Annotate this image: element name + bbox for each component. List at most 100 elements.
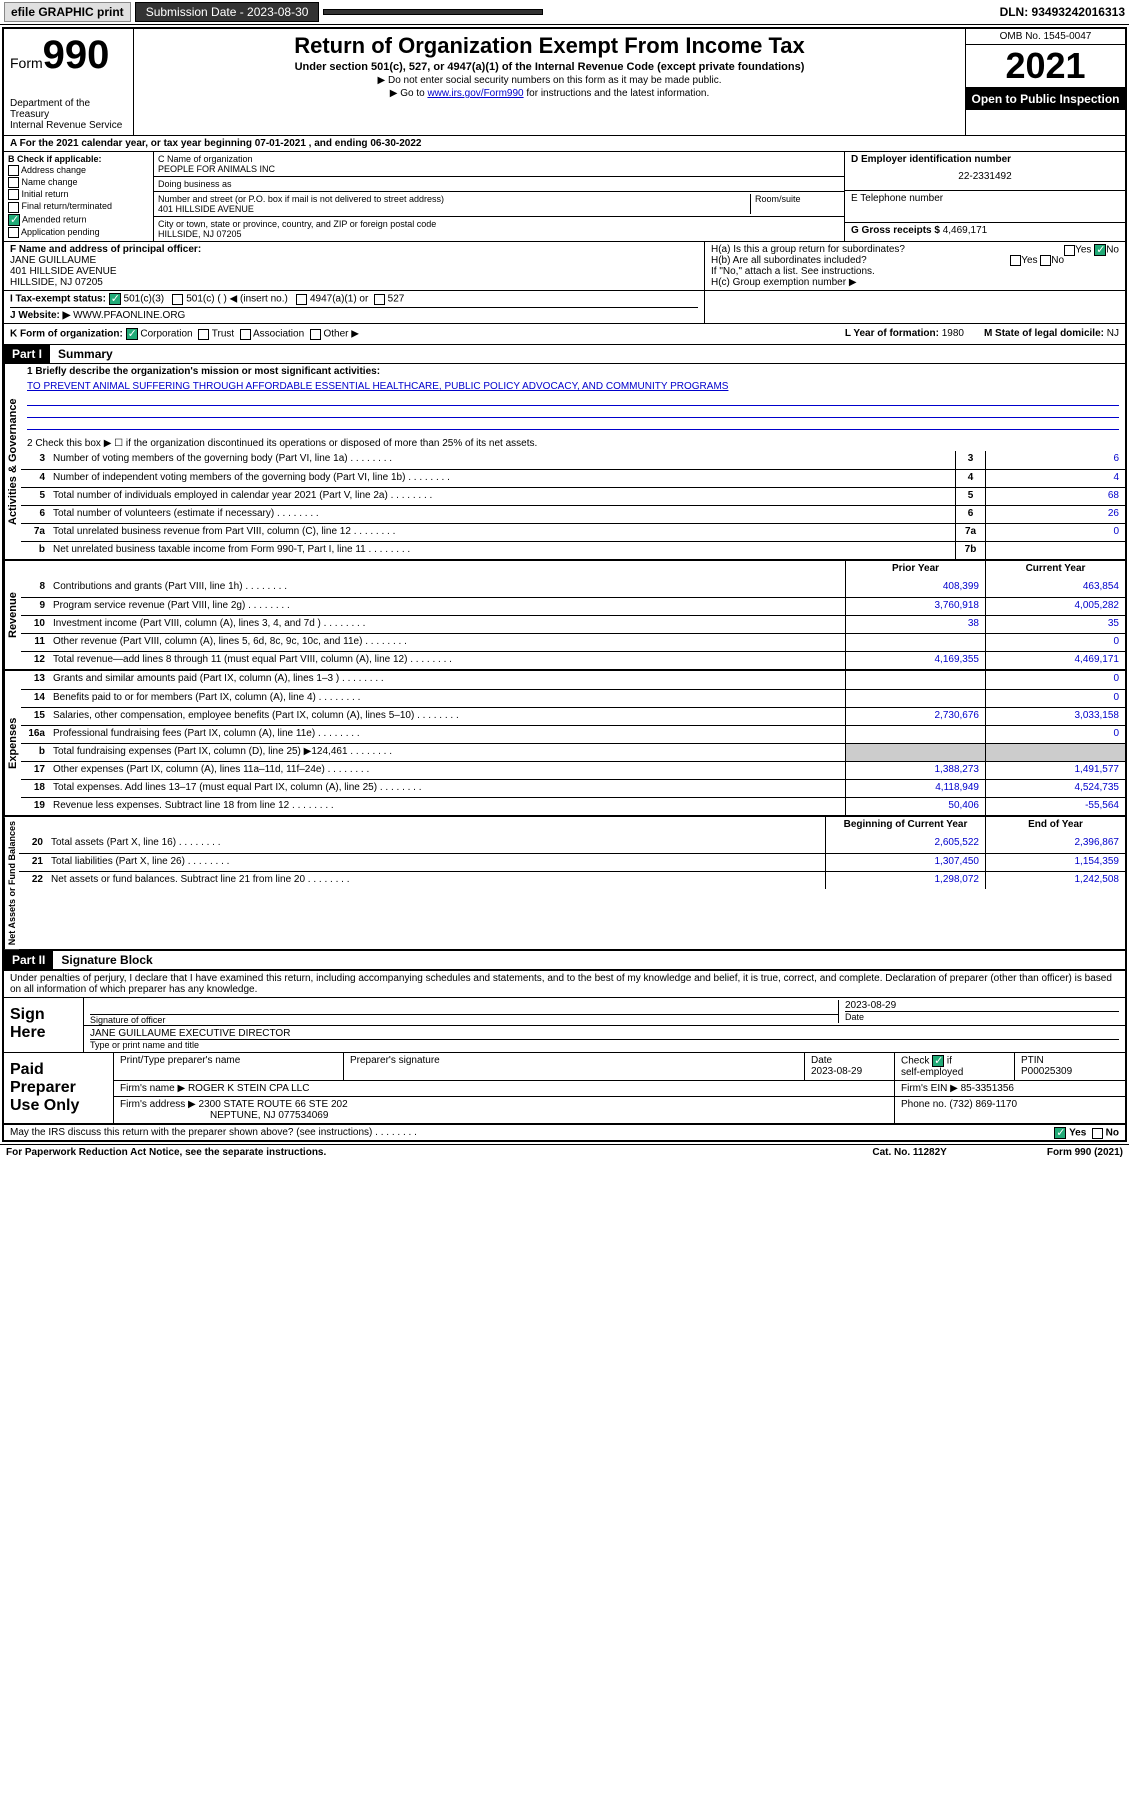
footer-mid: Cat. No. 11282Y xyxy=(872,1147,946,1158)
form-subtitle: Under section 501(c), 527, or 4947(a)(1)… xyxy=(140,61,959,73)
chk-address-change[interactable]: Address change xyxy=(8,165,149,176)
col-d-ein: D Employer identification number 22-2331… xyxy=(845,152,1125,241)
sig-date-label: Date xyxy=(845,1011,1119,1022)
k-label: K Form of organization: xyxy=(10,329,123,340)
j-website: J Website: ▶ WWW.PFAONLINE.ORG xyxy=(10,307,698,321)
f-name: JANE GUILLAUME xyxy=(10,255,698,266)
summary-line: 21Total liabilities (Part X, line 26)1,3… xyxy=(19,853,1125,871)
part1-header-row: Part I Summary xyxy=(4,345,1125,364)
irs-label: Internal Revenue Service xyxy=(10,120,127,131)
c-name-label: C Name of organization xyxy=(158,154,840,164)
prep-sig-label: Preparer's signature xyxy=(344,1053,805,1080)
summary-line: bTotal fundraising expenses (Part IX, co… xyxy=(21,743,1125,761)
summary-line: 9Program service revenue (Part VIII, lin… xyxy=(21,597,1125,615)
summary-line: 15Salaries, other compensation, employee… xyxy=(21,707,1125,725)
form-title: Return of Organization Exempt From Incom… xyxy=(140,33,959,59)
summary-line: 6Total number of volunteers (estimate if… xyxy=(21,505,1125,523)
vlabel-revenue: Revenue xyxy=(4,561,21,669)
summary-line: 18Total expenses. Add lines 13–17 (must … xyxy=(21,779,1125,797)
c-city-value: HILLSIDE, NJ 07205 xyxy=(158,229,840,239)
sig-officer-label: Signature of officer xyxy=(90,1014,838,1025)
row-a-tax-year: A For the 2021 calendar year, or tax yea… xyxy=(4,136,1125,152)
summary-line: 5Total number of individuals employed in… xyxy=(21,487,1125,505)
vlabel-expenses: Expenses xyxy=(4,671,21,815)
submission-date-btn[interactable]: Submission Date - 2023-08-30 xyxy=(135,2,320,22)
c-room-label: Room/suite xyxy=(750,194,840,214)
blueline xyxy=(27,406,1119,418)
end-year-hdr: End of Year xyxy=(985,817,1125,835)
prep-name-label: Print/Type preparer's name xyxy=(114,1053,344,1080)
note-goto: ▶ Go to www.irs.gov/Form990 for instruct… xyxy=(140,88,959,99)
f-street: 401 HILLSIDE AVENUE xyxy=(10,266,698,277)
e-phone-label: E Telephone number xyxy=(851,193,1119,204)
section-bcd: B Check if applicable: Address change Na… xyxy=(4,152,1125,242)
part2-badge: Part II xyxy=(4,951,53,969)
part1-title: Summary xyxy=(50,347,113,361)
l-year: L Year of formation: 1980 xyxy=(845,328,964,340)
page-footer: For Paperwork Reduction Act Notice, see … xyxy=(0,1144,1129,1160)
dln-label: DLN: 93493242016313 xyxy=(1000,5,1125,19)
note-ssn: ▶ Do not enter social security numbers o… xyxy=(140,75,959,86)
firm-ein: Firm's EIN ▶ 85-3351356 xyxy=(895,1081,1125,1096)
chk-amended-return[interactable]: Amended return xyxy=(8,214,149,226)
summary-line: 22Net assets or fund balances. Subtract … xyxy=(19,871,1125,889)
dept-label: Department of the Treasury xyxy=(10,98,127,120)
summary-line: 20Total assets (Part X, line 16)2,605,52… xyxy=(19,835,1125,853)
irs-link[interactable]: www.irs.gov/Form990 xyxy=(427,88,523,99)
ha-row: H(a) Is this a group return for subordin… xyxy=(711,244,1119,255)
begin-year-hdr: Beginning of Current Year xyxy=(825,817,985,835)
summary-line: 3Number of voting members of the governi… xyxy=(21,451,1125,469)
curr-year-hdr: Current Year xyxy=(985,561,1125,579)
row-k: K Form of organization: Corporation Trus… xyxy=(4,324,1125,345)
c-name-value: PEOPLE FOR ANIMALS INC xyxy=(158,164,840,174)
line2: 2 Check this box ▶ ☐ if the organization… xyxy=(21,436,1125,451)
paid-preparer-label: Paid Preparer Use Only xyxy=(4,1053,114,1123)
summary-line: 12Total revenue—add lines 8 through 11 (… xyxy=(21,651,1125,669)
form-990-page: Form990 Department of the Treasury Inter… xyxy=(2,27,1127,1142)
prep-date: Date2023-08-29 xyxy=(805,1053,895,1080)
prior-year-hdr: Prior Year xyxy=(845,561,985,579)
g-gross-value: 4,469,171 xyxy=(943,225,988,236)
c-dba-label: Doing business as xyxy=(158,179,840,189)
vlabel-netassets: Net Assets or Fund Balances xyxy=(4,817,19,949)
c-street-value: 401 HILLSIDE AVENUE xyxy=(158,204,750,214)
summary-line: 7aTotal unrelated business revenue from … xyxy=(21,523,1125,541)
m-state: M State of legal domicile: NJ xyxy=(984,328,1119,340)
top-toolbar: efile GRAPHIC print Submission Date - 20… xyxy=(0,0,1129,25)
hb-row: H(b) Are all subordinates included? Yes … xyxy=(711,255,1119,266)
form-header: Form990 Department of the Treasury Inter… xyxy=(4,29,1125,136)
open-public-badge: Open to Public Inspection xyxy=(966,88,1125,110)
d-ein-label: D Employer identification number xyxy=(851,154,1119,165)
summary-line: bNet unrelated business taxable income f… xyxy=(21,541,1125,559)
c-city-label: City or town, state or province, country… xyxy=(158,219,840,229)
summary-netassets: Net Assets or Fund Balances Beginning of… xyxy=(4,817,1125,951)
c-street-label: Number and street (or P.O. box if mail i… xyxy=(158,194,750,204)
tax-year: 2021 xyxy=(966,45,1125,88)
chk-final-return[interactable]: Final return/terminated xyxy=(8,201,149,212)
summary-line: 8Contributions and grants (Part VIII, li… xyxy=(21,579,1125,597)
e-phone-value xyxy=(851,204,1119,220)
line1-label: 1 Briefly describe the organization's mi… xyxy=(21,364,1125,379)
hb-note: If "No," attach a list. See instructions… xyxy=(711,266,1119,277)
blank-btn xyxy=(323,9,543,15)
officer-name: JANE GUILLAUME EXECUTIVE DIRECTOR xyxy=(90,1028,1119,1039)
summary-line: 19Revenue less expenses. Subtract line 1… xyxy=(21,797,1125,815)
b-label: B Check if applicable: xyxy=(8,154,149,164)
summary-line: 16aProfessional fundraising fees (Part I… xyxy=(21,725,1125,743)
chk-name-change[interactable]: Name change xyxy=(8,177,149,188)
signature-block: Under penalties of perjury, I declare th… xyxy=(4,970,1125,1140)
form-number: Form990 xyxy=(10,33,127,78)
chk-initial-return[interactable]: Initial return xyxy=(8,189,149,200)
part2-header-row: Part II Signature Block xyxy=(4,951,1125,970)
chk-app-pending[interactable]: Application pending xyxy=(8,227,149,238)
i-tax-status: I Tax-exempt status: 501(c)(3) 501(c) ( … xyxy=(10,293,698,305)
summary-line: 17Other expenses (Part IX, column (A), l… xyxy=(21,761,1125,779)
summary-expenses: Expenses 13Grants and similar amounts pa… xyxy=(4,671,1125,817)
omb-number: OMB No. 1545-0047 xyxy=(966,29,1125,45)
hc-row: H(c) Group exemption number ▶ xyxy=(711,277,1119,288)
row-fgh: F Name and address of principal officer:… xyxy=(4,242,1125,291)
type-name-label: Type or print name and title xyxy=(90,1039,1119,1050)
check-self-employed: Check ifself-employed xyxy=(895,1053,1015,1080)
efile-btn[interactable]: efile GRAPHIC print xyxy=(4,2,131,22)
summary-line: 14Benefits paid to or for members (Part … xyxy=(21,689,1125,707)
